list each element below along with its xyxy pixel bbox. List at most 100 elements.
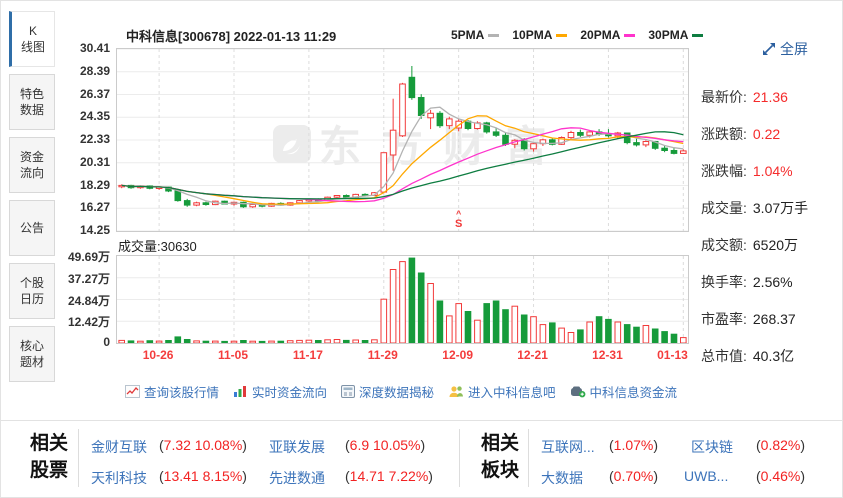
volume-bar (324, 339, 331, 343)
candle-body (446, 118, 453, 127)
candle-body (661, 147, 668, 151)
sidebar-tab-calendar[interactable]: 个股 日历 (9, 263, 55, 319)
sidebar: K 线图 特色 数据 资金 流向 公告 个股 日历 核心 题材 (9, 11, 55, 389)
price-tick-label: 24.35 (79, 109, 110, 124)
related-stock-link[interactable]: 先进数通 (269, 470, 325, 486)
related-sectors-title: 相关 板块 (480, 433, 519, 481)
sidebar-tab-announcement[interactable]: 公告 (9, 200, 55, 256)
candle-body (183, 200, 191, 206)
ma-line-10pma (121, 115, 684, 205)
candle-body (193, 202, 200, 206)
volume-bar (137, 340, 144, 343)
legend-30pma: 30PMA (648, 28, 704, 42)
volume-bar (661, 331, 668, 343)
candle-body (549, 139, 556, 145)
related-sector-link[interactable]: 大数据 (541, 470, 583, 486)
volume-bar (464, 311, 472, 343)
volume-chart[interactable] (116, 255, 689, 344)
volume-tick-label: 49.69万 (67, 250, 110, 264)
sidebar-tab-kline[interactable]: K 线图 (9, 11, 55, 67)
date-tick-label: 11-05 (217, 348, 249, 362)
related-sector-link[interactable]: 区块链 (691, 439, 733, 455)
volume-bar (427, 283, 434, 343)
volume-bar (567, 332, 575, 343)
volume-bar (417, 272, 425, 343)
link-deep-data[interactable]: 深度数据揭秘 (340, 382, 434, 401)
fullscreen-button[interactable]: 全屏 (762, 39, 808, 59)
volume-bar (502, 309, 509, 343)
quote-value: 0.22 (752, 126, 781, 142)
volume-bar (174, 336, 182, 343)
volume-tick-label: 24.84万 (67, 293, 110, 308)
sell-marker-arrow: ^ (456, 209, 462, 219)
candle-body (436, 112, 444, 127)
candle-body (389, 129, 397, 156)
volume-bar (389, 269, 397, 343)
volume-bar (249, 340, 256, 343)
money-flow-icon (570, 386, 585, 398)
volume-bar (623, 324, 631, 343)
sell-marker: S (455, 218, 462, 230)
volume-bar (146, 340, 154, 343)
quote-value: 6520万 (752, 237, 799, 253)
ma-legend: 5PMA 10PMA 20PMA 30PMA (451, 28, 704, 42)
quote-value: 1.04% (752, 163, 793, 179)
volume-bar (446, 315, 453, 343)
candle-body (296, 200, 303, 204)
kline-chart[interactable]: ^ S (116, 48, 689, 232)
legend-color-chip (556, 33, 568, 37)
volume-bar (511, 305, 519, 343)
volume-bar (118, 339, 125, 343)
quote-label: 成交量: (701, 200, 747, 216)
related-sector-value: 1.07% (609, 437, 658, 453)
legend-label: 5PMA (451, 28, 485, 42)
candle-body (530, 143, 537, 150)
volume-title: 成交量:30630 (118, 239, 197, 254)
sidebar-tab-core-theme[interactable]: 核心 题材 (9, 326, 55, 382)
price-tick-label: 26.37 (79, 86, 110, 101)
candle-body (502, 134, 509, 145)
link-query-quotes[interactable]: 查询该股行情 (124, 382, 219, 401)
date-tick-label: 12-21 (517, 348, 548, 362)
link-stock-forum[interactable]: 进入中科信息吧 (448, 382, 556, 401)
quote-label: 换手率: (701, 274, 747, 290)
volume-bar (361, 340, 369, 343)
volume-bar (212, 340, 219, 343)
candle-body (577, 132, 584, 136)
date-tick-label: 11-17 (292, 348, 323, 362)
legend-label: 10PMA (512, 28, 553, 42)
sidebar-tab-special-data[interactable]: 特色 数据 (9, 74, 55, 130)
date-tick-label: 10-26 (142, 348, 174, 362)
date-axis: 10-26 11-05 11-17 11-29 12-09 12-21 12-31 01-13 (116, 348, 688, 363)
related-stock-link[interactable]: 亚联发展 (269, 439, 325, 455)
volume-bar (240, 340, 247, 343)
volume-bar (343, 339, 350, 343)
link-stock-money-flow[interactable]: 中科信息资金流 (570, 382, 677, 401)
volume-bar (305, 339, 313, 343)
related-sector-value: 0.46% (756, 468, 805, 484)
volume-bar (183, 339, 191, 343)
related-stock-link[interactable]: 金财互联 (91, 439, 147, 455)
related-stock-link[interactable]: 天利科技 (91, 470, 147, 486)
candle-body (642, 141, 650, 146)
candle-body (333, 195, 341, 198)
candle-body (343, 195, 350, 198)
volume-bar (549, 322, 556, 343)
volume-bar (230, 340, 238, 343)
candle-body (633, 142, 640, 146)
candle-body (680, 150, 687, 154)
sidebar-tab-money-flow[interactable]: 资金 流向 (9, 137, 55, 193)
divider (78, 429, 79, 487)
ma-line-30pma (121, 131, 684, 200)
legend-color-chip (488, 33, 500, 37)
link-realtime-money-flow[interactable]: 实时资金流向 (233, 382, 327, 401)
divider (459, 429, 460, 487)
link-label: 进入中科信息吧 (468, 386, 556, 400)
related-sector-link[interactable]: UWB... (684, 468, 729, 484)
candle-body (670, 150, 678, 154)
quote-row-volume: 成交量: 3.07万手 (701, 198, 841, 216)
related-sector-link[interactable]: 互联网... (541, 439, 595, 455)
volume-bar (277, 340, 285, 343)
volume-bar (371, 339, 378, 343)
divider (528, 429, 529, 487)
